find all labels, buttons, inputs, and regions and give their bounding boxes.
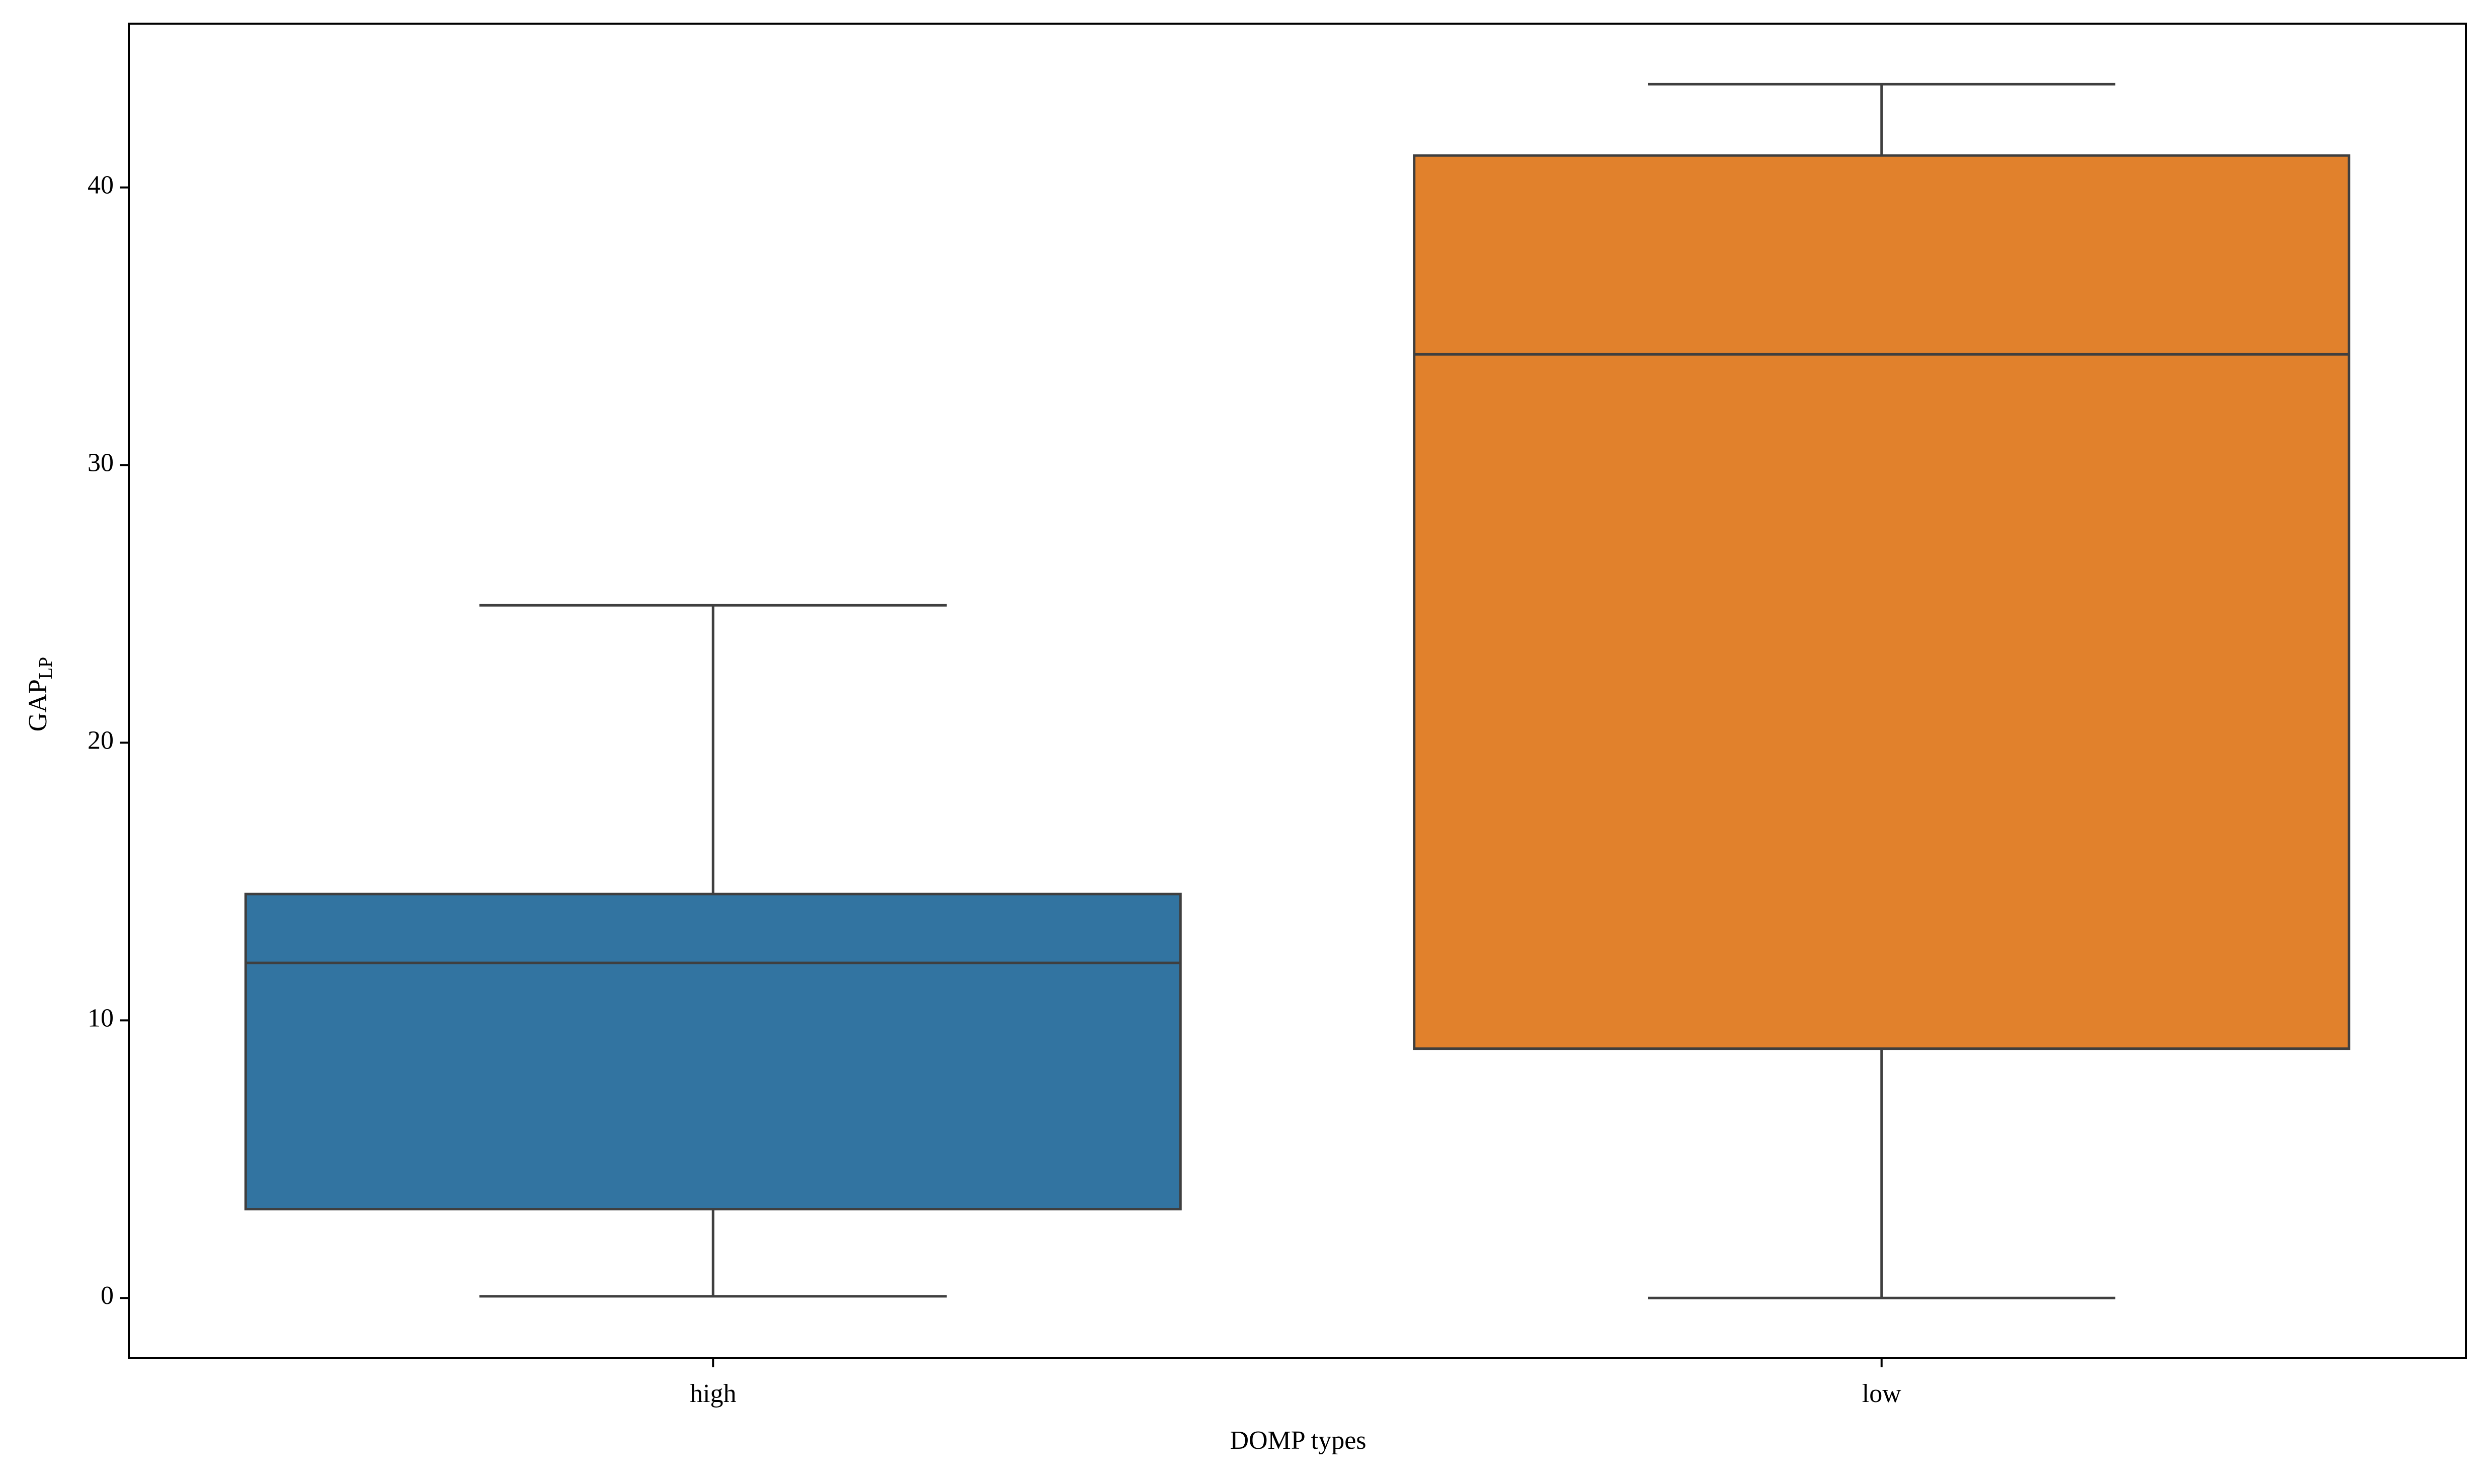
box	[244, 892, 1182, 1211]
x-axis-label: DOMP types	[1230, 1426, 1366, 1455]
y-tick-label: 20	[88, 726, 114, 755]
y-tick-label: 0	[101, 1281, 114, 1310]
plot-frame	[128, 23, 2467, 1359]
y-axis-label-subscript: LP	[35, 657, 56, 679]
box	[1413, 154, 2351, 1050]
x-tick-label: high	[690, 1379, 736, 1408]
y-tick-label: 10	[88, 1004, 114, 1032]
y-tick-label: 40	[88, 171, 114, 200]
y-axis-label-main: GAP	[24, 679, 52, 731]
y-tick-label: 30	[88, 448, 114, 477]
y-axis-label: GAPLP	[24, 657, 56, 731]
x-tick-label: low	[1862, 1379, 1901, 1408]
